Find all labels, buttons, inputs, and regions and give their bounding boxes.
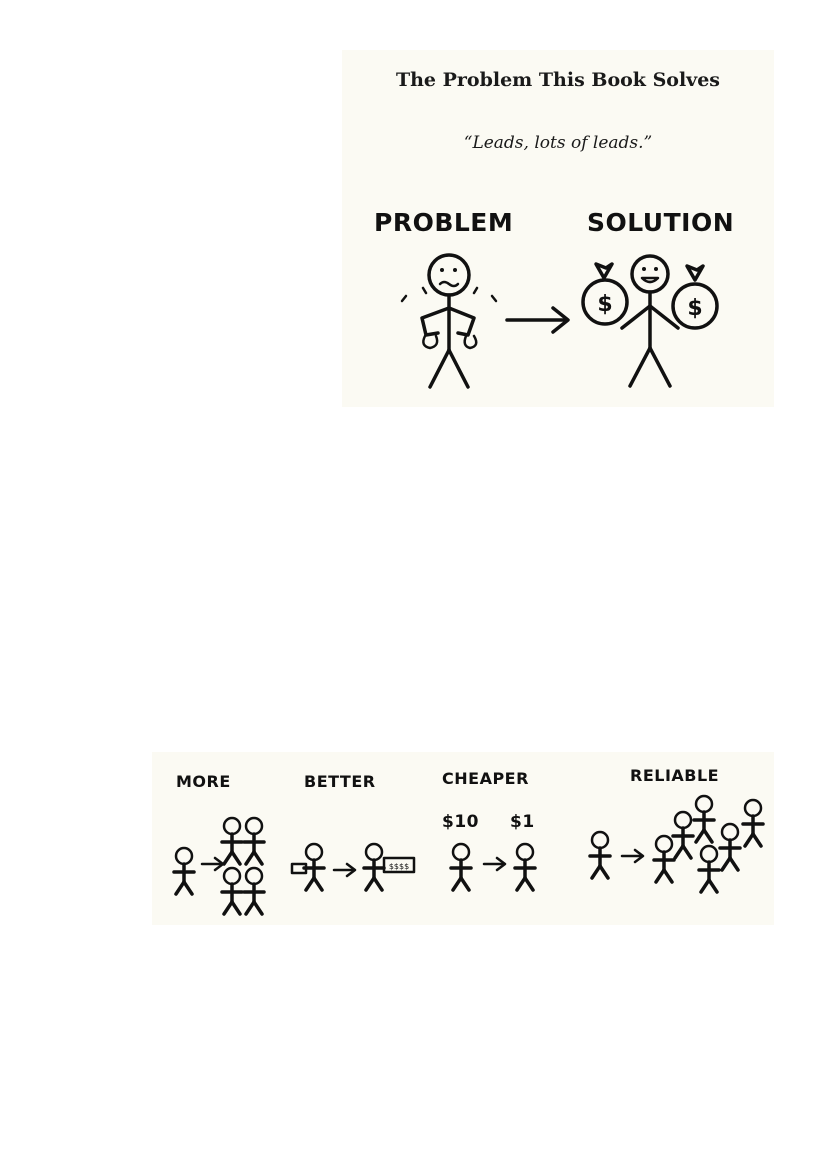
price-after: $1: [510, 812, 535, 832]
reliable-figures-icon: [588, 794, 765, 894]
more-label: MORE: [176, 772, 231, 791]
more-figures-icon: [172, 816, 266, 916]
worried-figure-icon: [400, 253, 498, 389]
money-bag-icon: $: [581, 262, 629, 326]
arrow-right-icon: [505, 306, 570, 334]
better-figures-icon: $$$$: [290, 842, 416, 892]
price-before: $10: [442, 812, 479, 832]
cheaper-figures-icon: [449, 842, 537, 892]
happy-figure-icon: [620, 254, 680, 388]
money-bag-dollar: $: [687, 296, 702, 321]
problem-solution-drawing: $ $: [400, 253, 719, 389]
reliable-label: RELIABLE: [630, 766, 720, 785]
money-bag-icon: $: [671, 264, 719, 330]
benefits-drawing: $$$$: [172, 794, 765, 916]
problem-label: PROBLEM: [374, 208, 514, 237]
cheaper-label: CHEAPER: [442, 769, 529, 788]
quote: “Leads, lots of leads.”: [463, 133, 653, 153]
benefits-illustration: MORE BETTER CHEAPER RELIABLE $10 $1: [152, 752, 774, 925]
money-bag-dollar: $: [597, 292, 612, 317]
small-card-text: $$$$: [389, 862, 409, 871]
better-label: BETTER: [304, 772, 376, 791]
solution-label: SOLUTION: [587, 208, 735, 237]
problem-solution-illustration: The Problem This Book Solves “Leads, lot…: [342, 50, 774, 407]
section-title: The Problem This Book Solves: [395, 69, 721, 91]
